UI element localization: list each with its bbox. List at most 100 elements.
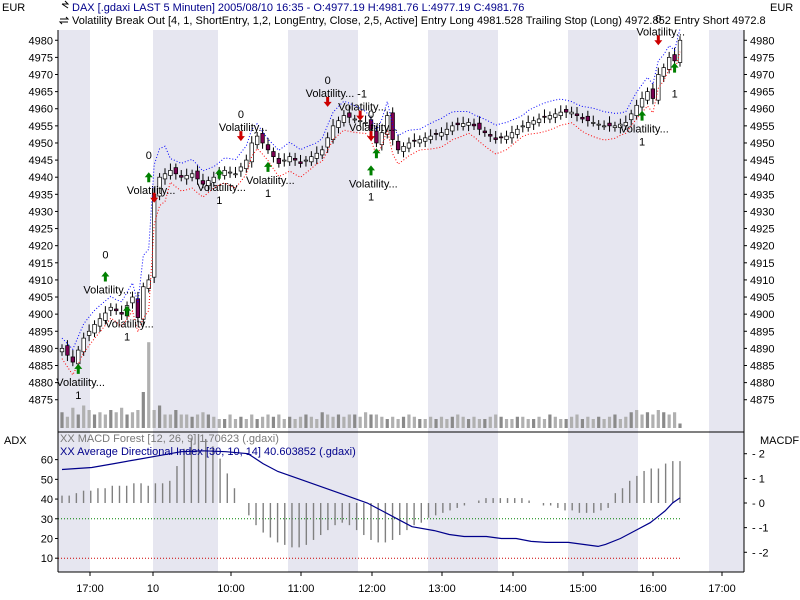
adx-line <box>61 450 681 548</box>
candle-body <box>498 136 504 139</box>
volume-bar <box>293 419 297 428</box>
candle-body <box>591 122 596 124</box>
volume-bar <box>445 419 449 428</box>
macdf-tick-label: - -1 <box>752 523 769 535</box>
signal-marker: Volatility...1 <box>105 305 154 344</box>
volume-bar <box>277 414 281 428</box>
price-tick-label-right: 4885 <box>750 360 774 372</box>
volume-bar <box>591 419 595 428</box>
short-arrow-icon <box>323 96 332 107</box>
price-tick-label-left: 4955 <box>29 121 53 133</box>
long-arrow-icon <box>670 62 679 73</box>
volume-bar <box>223 419 227 428</box>
volume-bar <box>60 412 64 428</box>
volume-bar <box>494 414 498 428</box>
candle-body <box>547 115 553 120</box>
candle-body <box>341 115 347 123</box>
volume-bar <box>407 414 411 428</box>
volume-bar <box>309 416 313 428</box>
volume-bar <box>510 419 514 428</box>
candle-body <box>282 159 287 162</box>
price-tick-label-left: 4910 <box>29 275 53 287</box>
price-tick-label-right: 4895 <box>750 326 774 338</box>
candle-body <box>168 170 173 176</box>
candle-body <box>542 115 547 118</box>
volume-bar <box>374 414 379 428</box>
price-tick-label-right: 4955 <box>750 121 774 133</box>
session-shading <box>58 30 744 572</box>
candle-body <box>255 135 260 146</box>
volume-bar <box>266 414 270 428</box>
candle-body <box>368 119 374 130</box>
signal-value: 1 <box>368 191 374 203</box>
long-arrow-icon <box>638 110 647 121</box>
candle-body <box>466 122 471 126</box>
signal-marker: Volatility...0 <box>219 109 268 142</box>
candle-body <box>412 139 417 142</box>
price-tick-label-left: 4935 <box>29 189 53 201</box>
volume-bar <box>369 414 373 428</box>
candle-body <box>564 109 569 113</box>
volume-bar <box>423 419 427 428</box>
volume-bar <box>320 412 324 428</box>
price-tick-label-left: 4930 <box>29 206 53 218</box>
volume-bar <box>488 416 492 428</box>
volume-bar <box>190 416 194 428</box>
price-tick-label-right: 4875 <box>750 395 774 407</box>
volume-bar <box>239 416 243 428</box>
candle-body <box>645 91 650 101</box>
candle-body <box>450 125 455 132</box>
candle-body <box>661 67 666 77</box>
volume-bar <box>114 412 118 428</box>
volume-bar <box>250 414 254 428</box>
volume-bar <box>597 416 601 428</box>
adx-tick-label: 60 <box>41 455 53 467</box>
volume-bar <box>499 416 503 428</box>
volume-bar <box>678 423 682 428</box>
price-tick-label-left: 4905 <box>29 292 53 304</box>
macdf-tick-label: - 2 <box>752 449 765 461</box>
volume-bar <box>71 407 75 428</box>
candle-body <box>520 125 525 128</box>
indicator-panel-left-label: ADX <box>4 435 27 447</box>
candle-body <box>276 158 281 164</box>
candle-body <box>471 123 477 127</box>
candle-body <box>330 125 336 140</box>
adx-tick-label: 40 <box>41 494 53 506</box>
indicator-panel-right-label: MACDF <box>760 435 799 447</box>
volume-bar <box>326 414 330 428</box>
candle-body <box>238 166 244 172</box>
instrument-icon <box>61 0 70 9</box>
volume-bar <box>147 342 151 428</box>
candle-body <box>439 132 444 137</box>
candle-body <box>374 130 379 144</box>
signal-label: Volatility... <box>338 102 387 114</box>
candle-body <box>162 173 168 180</box>
volume-bar <box>174 410 178 428</box>
candle-body <box>336 120 341 128</box>
signal-marker: 1 <box>670 62 679 101</box>
volume-bar <box>559 419 563 428</box>
candle-body <box>493 137 498 140</box>
signal-marker: Volatility...0 <box>306 75 355 107</box>
volume-bar <box>418 419 422 428</box>
candle-body <box>618 123 623 128</box>
signal-label: Volatility... <box>306 88 355 100</box>
adx-legend: XX Average Directional Index [30, 10, 14… <box>60 446 356 458</box>
session-shade-0 <box>58 30 90 572</box>
candle-body <box>428 135 433 140</box>
candle-body <box>325 137 330 148</box>
signal-label: Volatility... <box>219 122 268 134</box>
short-arrow-icon <box>236 131 245 142</box>
candle-body <box>650 88 656 99</box>
candle-body <box>271 151 276 158</box>
volume-bar <box>645 412 650 428</box>
price-tick-label-left: 4975 <box>29 52 53 64</box>
signal-value: 1 <box>265 188 271 200</box>
signal-marker: Volatility...1 <box>349 165 398 203</box>
x-tick-label: 13:00 <box>428 583 456 595</box>
candle-body <box>526 122 531 128</box>
volume-bar <box>548 414 552 428</box>
signal-label: Volatility... <box>56 377 105 389</box>
volume-bar <box>532 419 536 428</box>
